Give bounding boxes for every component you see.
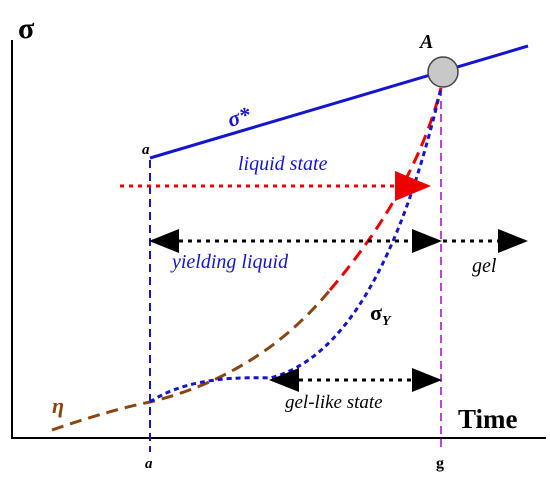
sigma-star-line: [149, 44, 529, 160]
point-label: a: [145, 456, 153, 472]
y-axis-label: σ: [18, 12, 35, 45]
region-label: yielding liquid: [170, 251, 289, 273]
curve-label-symbol: σ: [370, 300, 382, 325]
axes: [11, 40, 546, 439]
curve-label: σY: [370, 300, 392, 329]
x-axis-label: Time: [458, 404, 518, 434]
point-label: a: [142, 142, 150, 158]
sigma-y-curve: [149, 87, 443, 404]
curve-label: η: [52, 393, 64, 418]
curve-label-subscript: Y: [382, 314, 392, 329]
point-label: g: [436, 455, 444, 472]
eta-curve-upper: [328, 87, 443, 291]
region-label: gel-like state: [285, 392, 383, 413]
point-label: A: [418, 31, 433, 53]
region-label: gel: [472, 255, 497, 277]
point-a-circle: [427, 56, 459, 88]
region-label: liquid state: [238, 153, 328, 175]
eta-curve: [51, 289, 332, 432]
